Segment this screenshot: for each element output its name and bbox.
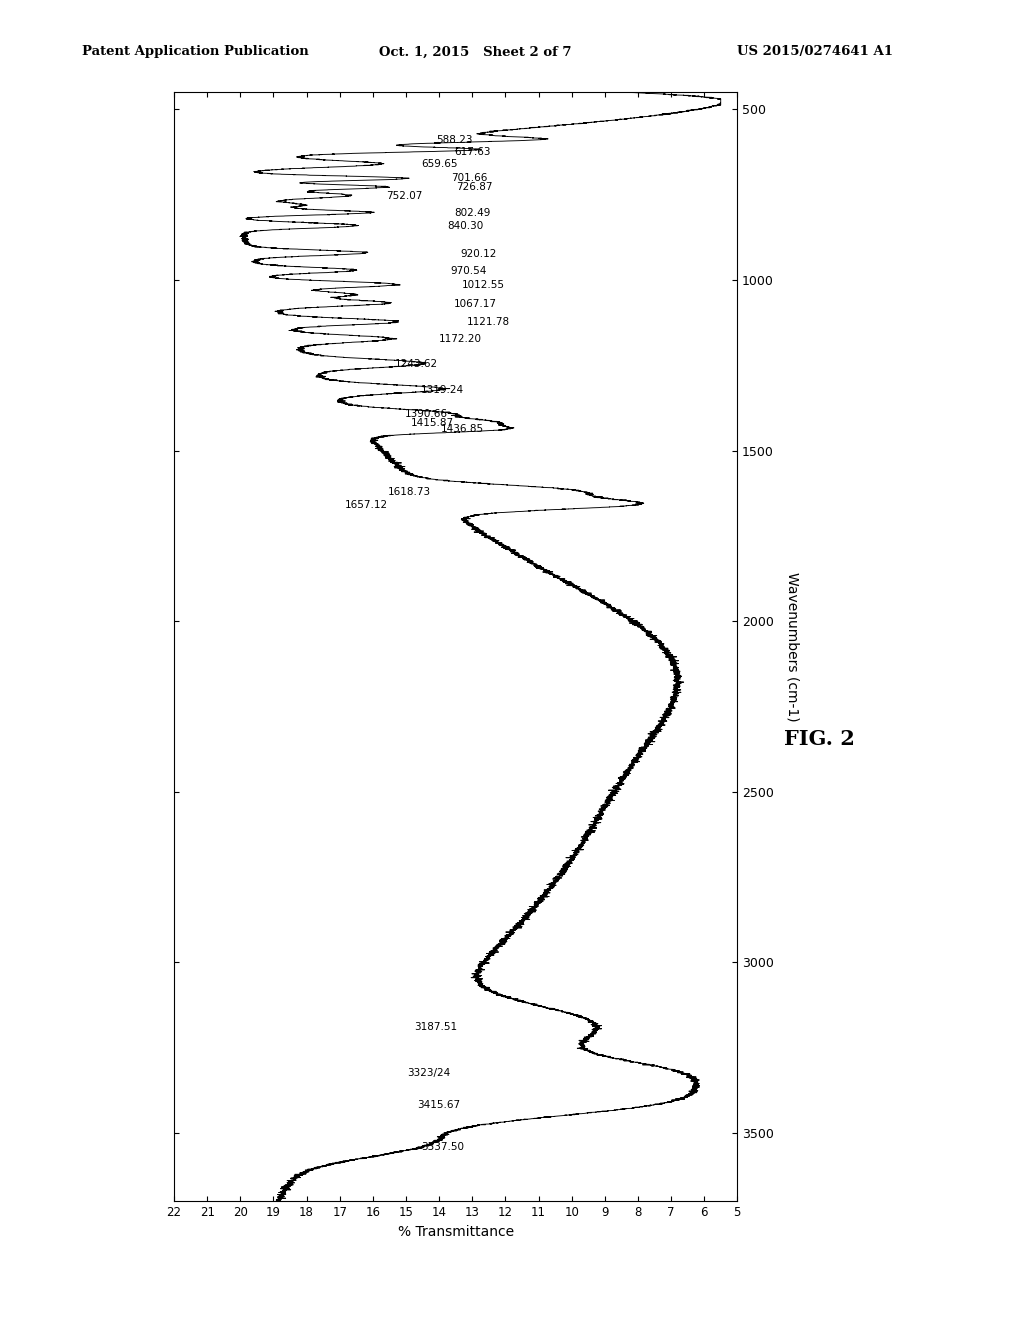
Text: 726.87: 726.87 (456, 182, 493, 193)
Text: 920.12: 920.12 (461, 248, 497, 259)
Text: 1436.85: 1436.85 (440, 424, 484, 434)
Text: 701.66: 701.66 (451, 173, 487, 182)
Text: 659.65: 659.65 (421, 158, 458, 169)
Text: 3415.67: 3415.67 (418, 1100, 461, 1110)
Text: 3323/24: 3323/24 (408, 1068, 451, 1078)
Text: 752.07: 752.07 (386, 191, 423, 202)
Text: 1390.66: 1390.66 (404, 409, 447, 420)
Text: 1319.24: 1319.24 (421, 384, 464, 395)
Text: 617.63: 617.63 (454, 147, 490, 157)
Text: Patent Application Publication: Patent Application Publication (82, 45, 308, 58)
Text: 3537.50: 3537.50 (421, 1142, 464, 1151)
Text: 588.23: 588.23 (436, 135, 472, 145)
Text: 802.49: 802.49 (454, 207, 490, 218)
X-axis label: % Transmittance: % Transmittance (397, 1225, 514, 1238)
Text: FIG. 2: FIG. 2 (783, 729, 855, 750)
Text: 1121.78: 1121.78 (467, 317, 510, 327)
Text: US 2015/0274641 A1: US 2015/0274641 A1 (737, 45, 893, 58)
Text: 3187.51: 3187.51 (415, 1022, 458, 1032)
Text: 1657.12: 1657.12 (345, 500, 388, 510)
Text: 1012.55: 1012.55 (462, 280, 505, 290)
Text: 1618.73: 1618.73 (388, 487, 431, 496)
Y-axis label: Wavenumbers (cm-1): Wavenumbers (cm-1) (785, 572, 799, 722)
Text: 1067.17: 1067.17 (454, 298, 497, 309)
Text: 970.54: 970.54 (451, 265, 487, 276)
Text: 840.30: 840.30 (447, 222, 483, 231)
Text: 1172.20: 1172.20 (439, 334, 482, 345)
Text: 1243.62: 1243.62 (394, 359, 437, 370)
Text: Oct. 1, 2015   Sheet 2 of 7: Oct. 1, 2015 Sheet 2 of 7 (379, 45, 571, 58)
Text: 1415.87: 1415.87 (411, 417, 454, 428)
